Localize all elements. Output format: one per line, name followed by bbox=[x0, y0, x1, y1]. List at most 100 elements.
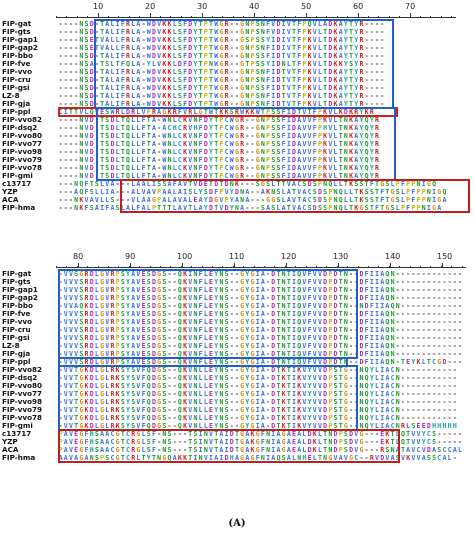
residue: G bbox=[157, 350, 162, 358]
residue: T bbox=[100, 20, 105, 28]
residue: G bbox=[240, 326, 245, 334]
residue: L bbox=[131, 92, 136, 100]
residue: - bbox=[447, 270, 452, 278]
residue: G bbox=[240, 310, 245, 318]
residue: L bbox=[198, 390, 203, 398]
residue: - bbox=[458, 326, 463, 334]
residue: G bbox=[240, 446, 245, 454]
residue: Q bbox=[390, 302, 395, 310]
residue: - bbox=[229, 310, 234, 318]
residue: N bbox=[390, 310, 395, 318]
residue: L bbox=[198, 366, 203, 374]
residue: I bbox=[380, 406, 385, 414]
residue: S bbox=[120, 270, 125, 278]
residue: G bbox=[79, 382, 84, 390]
residue: F bbox=[266, 28, 271, 36]
residue: G bbox=[240, 76, 245, 84]
residue: G bbox=[240, 278, 245, 286]
residue: L bbox=[100, 180, 105, 188]
residue: V bbox=[302, 342, 307, 350]
residue: F bbox=[141, 172, 146, 180]
residue: C bbox=[177, 172, 182, 180]
residue: K bbox=[349, 164, 354, 172]
residue: - bbox=[442, 278, 447, 286]
residue: A bbox=[136, 76, 141, 84]
residue: - bbox=[426, 342, 431, 350]
residue: V bbox=[188, 132, 193, 140]
residue: - bbox=[68, 124, 73, 132]
residue: Y bbox=[193, 100, 198, 108]
residue: G bbox=[100, 286, 105, 294]
residue: - bbox=[375, 76, 380, 84]
residue: L bbox=[115, 36, 120, 44]
sequence-residues: ----NSD-TALIFRLA-WDVKKLSFDYTPTWGR--GNPSN… bbox=[58, 92, 385, 100]
residue: D bbox=[328, 76, 333, 84]
residue: Y bbox=[359, 116, 364, 124]
residue: - bbox=[229, 52, 234, 60]
residue: G bbox=[281, 430, 286, 438]
residue: C bbox=[426, 430, 431, 438]
residue: L bbox=[172, 132, 177, 140]
residue: V bbox=[157, 92, 162, 100]
residue: F bbox=[141, 390, 146, 398]
residue: - bbox=[349, 294, 354, 302]
residue: S bbox=[120, 286, 125, 294]
residue: F bbox=[120, 92, 125, 100]
residue: P bbox=[203, 20, 208, 28]
residue: E bbox=[141, 294, 146, 302]
residue: L bbox=[110, 92, 115, 100]
residue: G bbox=[390, 188, 395, 196]
residue: - bbox=[74, 156, 79, 164]
residue: S bbox=[146, 318, 151, 326]
residue: Y bbox=[193, 52, 198, 60]
residue: - bbox=[234, 358, 239, 366]
residue: S bbox=[120, 382, 125, 390]
residue: K bbox=[307, 68, 312, 76]
residue: L bbox=[100, 188, 105, 196]
residue: - bbox=[58, 350, 63, 358]
residue: G bbox=[240, 374, 245, 382]
residue: L bbox=[131, 68, 136, 76]
residue: L bbox=[110, 36, 115, 44]
residue: - bbox=[421, 406, 426, 414]
residue: T bbox=[323, 92, 328, 100]
residue: V bbox=[302, 302, 307, 310]
residue: V bbox=[188, 148, 193, 156]
residue: S bbox=[266, 180, 271, 188]
residue: G bbox=[328, 454, 333, 462]
residue: L bbox=[203, 334, 208, 342]
residue: Y bbox=[369, 414, 374, 422]
residue: A bbox=[338, 44, 343, 52]
residue: - bbox=[68, 36, 73, 44]
residue: G bbox=[157, 398, 162, 406]
residue: A bbox=[136, 20, 141, 28]
residue: F bbox=[312, 156, 317, 164]
residue: R bbox=[126, 84, 131, 92]
residue: N bbox=[281, 294, 286, 302]
residue: T bbox=[338, 326, 343, 334]
residue: F bbox=[183, 84, 188, 92]
residue: P bbox=[328, 382, 333, 390]
residue: K bbox=[162, 68, 167, 76]
residue: - bbox=[406, 318, 411, 326]
ruler-tick-label: 140 bbox=[385, 252, 401, 261]
residue: - bbox=[400, 374, 405, 382]
residue: D bbox=[151, 422, 156, 430]
residue: L bbox=[333, 180, 338, 188]
residue: C bbox=[126, 446, 131, 454]
residue: V bbox=[84, 116, 89, 124]
residue: N bbox=[219, 350, 224, 358]
residue: D bbox=[188, 28, 193, 36]
residue: G bbox=[250, 326, 255, 334]
residue: - bbox=[229, 334, 234, 342]
residue: C bbox=[126, 438, 131, 446]
residue: P bbox=[302, 52, 307, 60]
residue: K bbox=[307, 52, 312, 60]
residue: - bbox=[58, 28, 63, 36]
residue: - bbox=[68, 204, 73, 212]
residue: W bbox=[146, 44, 151, 52]
residue: W bbox=[162, 116, 167, 124]
residue: T bbox=[198, 20, 203, 28]
residue: - bbox=[447, 310, 452, 318]
residue: H bbox=[452, 422, 457, 430]
